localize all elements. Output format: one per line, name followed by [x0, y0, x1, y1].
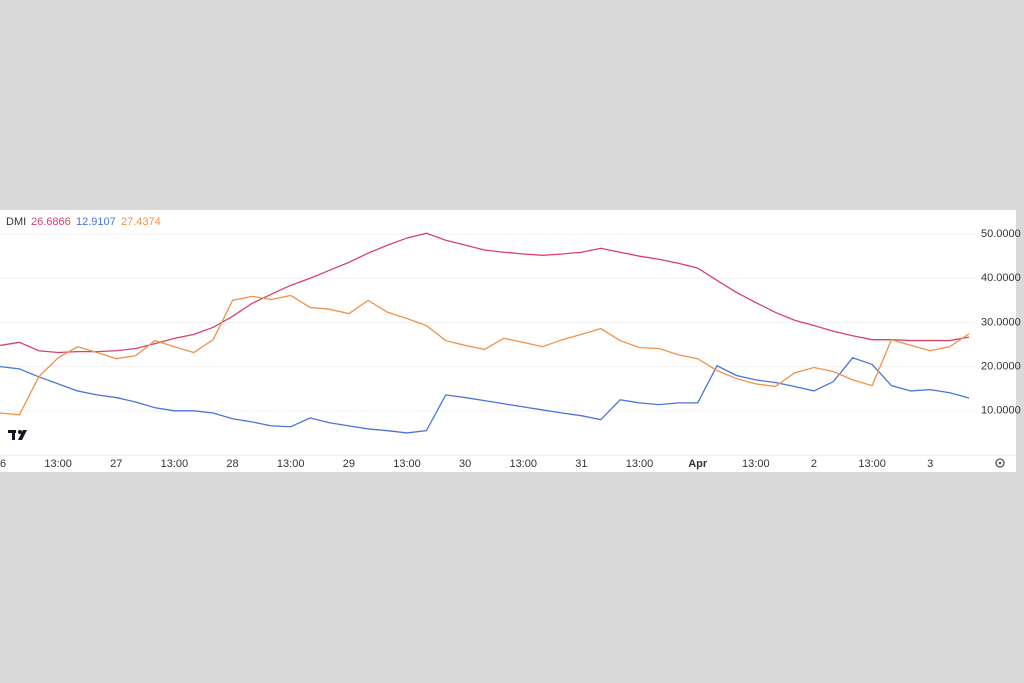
y-tick-label: 50.0000	[981, 228, 1021, 240]
legend-value: 27.4374	[121, 216, 161, 228]
y-tick-label: 40.0000	[981, 272, 1021, 284]
x-tick-label: 13:00	[509, 458, 537, 470]
x-tick-label: 13:00	[277, 458, 305, 470]
series-line	[0, 357, 970, 434]
chart-panel	[0, 210, 1016, 472]
settings-button[interactable]	[995, 458, 1005, 468]
x-tick-label: 3	[927, 458, 933, 470]
x-tick-label: 31	[575, 458, 587, 470]
x-tick-label: 28	[226, 458, 238, 470]
series-line	[0, 232, 970, 354]
x-tick-label: 27	[110, 458, 122, 470]
grid	[0, 233, 975, 412]
indicator-title: DMI	[6, 216, 26, 228]
x-tick-label: 26	[0, 458, 6, 470]
x-tick-label: 13:00	[393, 458, 421, 470]
time-axis: 26 13:00 27 13:00 28 13:00 29 13:00 30 13:00 31 13:…	[0, 458, 933, 470]
x-tick-label: 2	[811, 458, 817, 470]
x-tick-label: 13:00	[858, 458, 886, 470]
x-tick-label: 13:00	[742, 458, 770, 470]
x-tick-label: 30	[459, 458, 471, 470]
legend-value: 26.6866	[31, 216, 71, 228]
x-tick-label: 13:00	[626, 458, 654, 470]
legend-value: 12.9107	[76, 216, 116, 228]
x-tick-label: 29	[343, 458, 355, 470]
y-tick-label: 30.0000	[981, 316, 1021, 328]
x-tick-label: Apr	[688, 458, 708, 470]
series-line	[0, 294, 970, 416]
tradingview-logo	[8, 430, 27, 440]
x-tick-label: 13:00	[44, 458, 72, 470]
plot	[0, 232, 970, 434]
y-tick-label: 20.0000	[981, 361, 1021, 373]
price-axis: 10.0000 20.0000 30.0000 40.0000 50.0000	[981, 228, 1021, 417]
x-tick-label: 13:00	[161, 458, 189, 470]
y-tick-label: 10.0000	[981, 405, 1021, 417]
